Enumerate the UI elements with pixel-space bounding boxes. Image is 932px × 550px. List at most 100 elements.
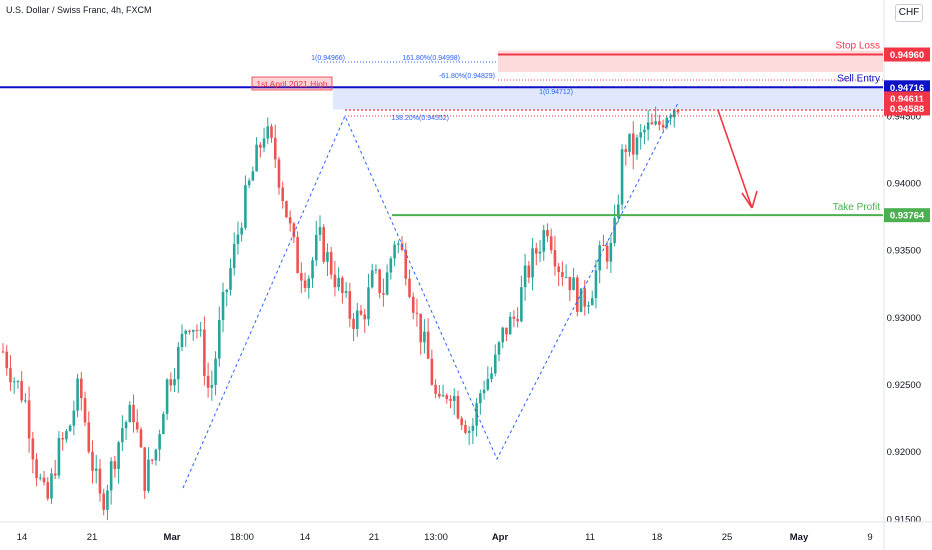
candle-body <box>27 400 31 439</box>
candle-body <box>61 438 64 440</box>
candle-body <box>650 122 654 125</box>
candle-body <box>35 459 38 479</box>
candle-body <box>236 234 240 244</box>
candle-body <box>176 347 180 380</box>
candle-body <box>206 375 210 388</box>
candle-body <box>143 447 147 491</box>
level-tag-lower-text: 0.94588 <box>890 104 924 115</box>
candle-body <box>240 227 243 235</box>
candle-body <box>493 354 497 374</box>
candle-body <box>628 133 631 152</box>
candle-body <box>225 289 229 293</box>
candle-body <box>199 329 202 331</box>
stop-loss-tag <box>884 47 930 62</box>
candle-body <box>195 329 199 331</box>
candle-body <box>214 358 217 385</box>
candle-body <box>94 468 98 471</box>
time-tick-label: 14 <box>17 532 28 543</box>
candle-body <box>557 266 560 273</box>
candle-body <box>378 269 381 294</box>
level-tag-lower <box>884 101 930 116</box>
candle-body <box>646 122 650 130</box>
candle-body <box>307 278 311 289</box>
candle-body <box>262 138 266 148</box>
candle-body <box>318 227 322 235</box>
candle-body <box>16 381 20 383</box>
candle-body <box>475 403 478 426</box>
time-tick-label: 14 <box>300 532 311 543</box>
candle-body <box>411 296 415 313</box>
candle-body <box>270 126 273 138</box>
stop-loss-label: Stop Loss <box>836 41 880 52</box>
candle-body <box>296 237 299 274</box>
time-tick-label: 21 <box>87 532 98 543</box>
fib-label: 138.20%(0.94552) <box>391 115 449 122</box>
candle-body <box>341 277 344 294</box>
candle-body <box>438 393 441 397</box>
abcd-pattern-line <box>182 102 679 489</box>
candle-body <box>42 477 46 483</box>
candle-body <box>154 449 158 461</box>
candle-body <box>523 265 527 288</box>
candle-body <box>91 451 94 471</box>
candle-body <box>430 358 434 385</box>
candle-body <box>546 230 549 237</box>
candle-body <box>259 144 262 148</box>
candle-body <box>5 351 9 369</box>
candle-body <box>419 313 422 343</box>
candle-body <box>553 250 557 267</box>
candle-body <box>344 291 348 294</box>
candle-body <box>9 368 12 383</box>
candle-body <box>72 410 76 426</box>
candle-body <box>273 137 277 160</box>
candle-body <box>31 438 35 460</box>
candle-body <box>277 159 281 188</box>
time-tick-label: 9 <box>867 532 872 543</box>
candle-body <box>441 395 445 397</box>
candle-body <box>281 187 284 202</box>
candle-body <box>83 398 87 423</box>
candle-body <box>311 260 314 279</box>
candle-body <box>415 312 419 314</box>
candle-body <box>165 379 169 414</box>
candle-body <box>12 381 16 383</box>
candle-body <box>389 258 393 273</box>
candle-body <box>624 149 628 152</box>
candle-body <box>162 413 165 435</box>
time-tick-label: Apr <box>492 532 509 543</box>
candle-body <box>572 277 575 291</box>
candle-body <box>80 378 83 399</box>
candle-body <box>20 381 23 401</box>
high-label: 1st April 2021 High <box>256 79 328 89</box>
candle-body <box>217 320 221 359</box>
time-scale[interactable]: 14 21 Mar 18:00 14 21 13:00 Apr 11 18 25 May 9 <box>0 521 932 543</box>
price-tick-label: 0.94000 <box>887 178 921 189</box>
time-tick-label: 13:00 <box>424 532 448 543</box>
candle-body <box>508 316 512 335</box>
candle-body <box>38 477 42 479</box>
candle-body <box>568 276 572 291</box>
candle-body <box>654 121 657 125</box>
candle-body <box>266 126 270 139</box>
price-tick-label: 0.92000 <box>887 447 921 458</box>
candle-body <box>232 243 236 269</box>
price-scale[interactable]: 0.94500 0.94000 0.93500 0.93000 0.92500 0.920… <box>883 0 930 550</box>
candle-body <box>355 310 359 329</box>
candle-body <box>359 310 363 315</box>
candle-body <box>501 327 505 343</box>
candle-body <box>244 185 247 228</box>
candle-body <box>538 251 542 254</box>
currency-button[interactable]: CHF <box>895 4 923 22</box>
candle-body <box>352 318 355 329</box>
candle-body <box>203 329 206 376</box>
candle-body <box>609 243 613 262</box>
candle-body <box>128 404 132 423</box>
candle-body <box>184 330 188 334</box>
candle-body <box>53 473 57 476</box>
candle-body <box>561 272 564 277</box>
candle-body <box>329 252 333 275</box>
candle-body <box>505 327 508 335</box>
take-profit-label: Take Profit <box>833 202 880 213</box>
candle-body <box>613 217 616 244</box>
